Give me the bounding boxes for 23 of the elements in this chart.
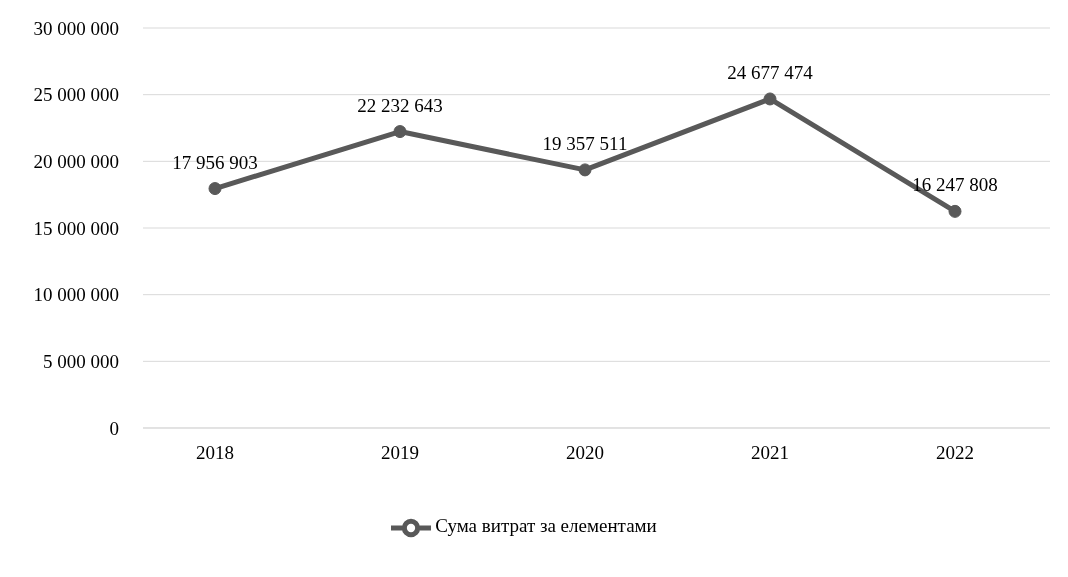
y-tick-label: 20 000 000 xyxy=(33,151,119,173)
point xyxy=(578,163,592,177)
y-tick-label: 0 xyxy=(109,417,119,439)
data-label: 24 677 474 xyxy=(727,61,814,83)
x-tick-label: 2022 xyxy=(936,442,974,464)
point xyxy=(208,182,222,196)
y-tick-label: 5 000 000 xyxy=(43,351,119,373)
point xyxy=(393,125,407,139)
point xyxy=(763,92,777,106)
y-tick-label: 15 000 000 xyxy=(33,217,119,239)
legend-label: Сума витрат за елементами xyxy=(435,515,657,537)
x-tick-label: 2018 xyxy=(196,442,234,464)
y-tick-label: 25 000 000 xyxy=(33,84,119,106)
y-tick-label: 10 000 000 xyxy=(33,284,119,306)
y-tick-label: 30 000 000 xyxy=(33,17,119,39)
x-tick-label: 2019 xyxy=(381,442,419,464)
point xyxy=(948,204,962,218)
data-label: 22 232 643 xyxy=(357,94,443,116)
x-tick-label: 2021 xyxy=(751,442,789,464)
data-label: 17 956 903 xyxy=(172,151,258,173)
x-tick-label: 2020 xyxy=(566,442,604,464)
data-label: 16 247 808 xyxy=(912,174,998,196)
data-label: 19 357 511 xyxy=(542,132,628,154)
